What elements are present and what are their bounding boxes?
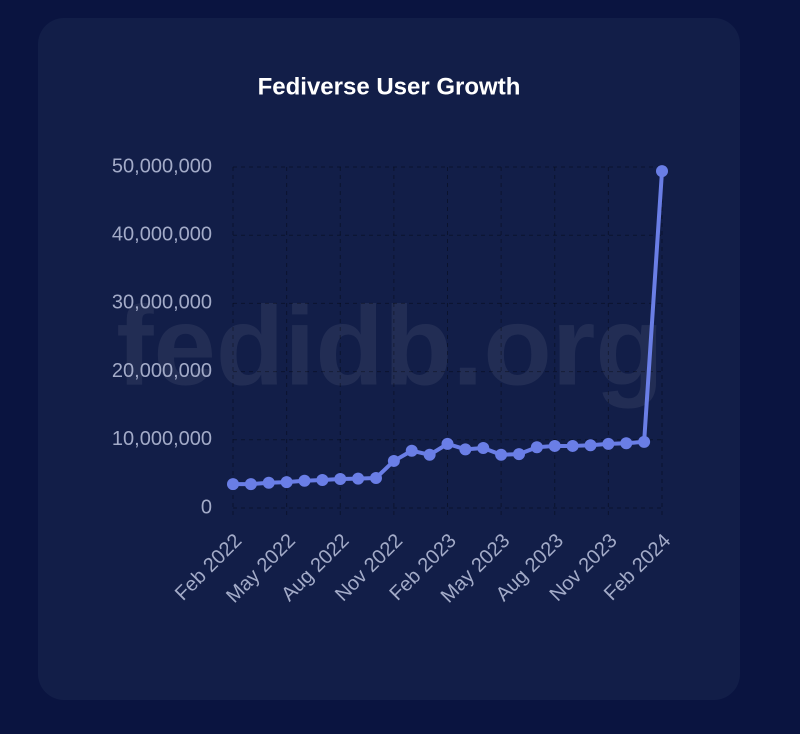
point	[656, 165, 668, 178]
point	[530, 441, 543, 454]
point	[602, 437, 615, 450]
point	[316, 474, 329, 487]
point	[423, 448, 436, 461]
point	[352, 472, 365, 485]
y-tick-label: 30,000,000	[112, 292, 212, 314]
point	[244, 478, 257, 491]
card	[38, 18, 740, 700]
chart-title: Fediverse User Growth	[258, 73, 521, 100]
point	[370, 471, 382, 484]
y-tick-label: 10,000,000	[112, 428, 212, 450]
point	[584, 439, 597, 452]
point	[477, 441, 490, 454]
point	[334, 473, 347, 486]
y-tick-label: 0	[201, 496, 212, 518]
point	[405, 444, 418, 457]
y-tick-label: 20,000,000	[112, 360, 212, 382]
y-tick-label: 50,000,000	[112, 155, 212, 177]
point	[513, 448, 525, 461]
watermark: fedidb.org	[116, 284, 663, 409]
point	[620, 437, 633, 450]
point	[566, 439, 579, 452]
point	[495, 448, 508, 461]
point	[638, 435, 651, 448]
point	[262, 476, 275, 489]
point	[387, 454, 400, 467]
point	[459, 443, 472, 456]
point	[280, 476, 293, 489]
point	[227, 478, 239, 491]
point	[441, 437, 454, 450]
point	[298, 474, 311, 487]
y-tick-label: 40,000,000	[112, 223, 212, 245]
point	[548, 439, 561, 452]
